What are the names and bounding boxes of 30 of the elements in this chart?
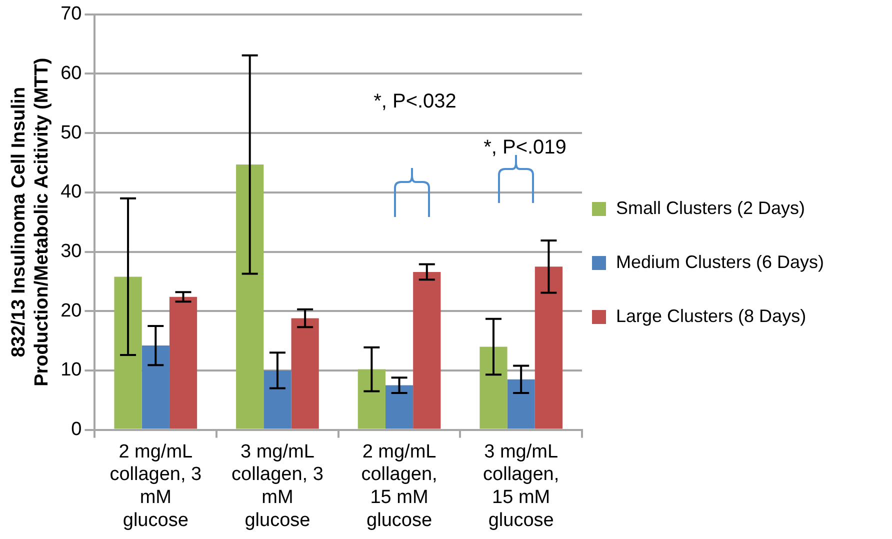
y-axis-title: 832/13 Insulinoma Cell Insulin Production/Metabolic Acitivity (MTT) <box>8 58 52 386</box>
y-tick-label: 0 <box>71 419 82 440</box>
y-tick-label: 20 <box>60 300 82 322</box>
bar <box>358 369 386 429</box>
legend-label: Medium Clusters (6 Days) <box>616 252 824 273</box>
bar <box>169 296 198 429</box>
bar <box>114 276 142 429</box>
bar <box>413 272 441 429</box>
bar <box>236 164 264 429</box>
y-tick-label: 30 <box>60 241 82 262</box>
x-tick-label: 2 mg/mL collagen, 15 mM glucose <box>361 441 438 531</box>
legend-label: Small Clusters (2 Days) <box>616 198 806 219</box>
bar <box>385 385 414 429</box>
bar <box>291 318 319 429</box>
legend-label: Large Clusters (8 Days) <box>616 306 806 327</box>
bar <box>142 346 170 429</box>
x-tick-label: 3 mg/mL collagen, 15 mM glucose <box>483 441 560 531</box>
y-tick-label: 60 <box>60 62 82 84</box>
annotation: *, P<.032 <box>374 90 456 113</box>
bar <box>264 370 292 429</box>
y-tick-label: 10 <box>60 360 82 381</box>
annotation: *, P<.019 <box>484 136 566 159</box>
x-tick-label: 3 mg/mL collagen, 3 mM glucose <box>232 441 324 531</box>
y-tick-label: 40 <box>60 182 82 203</box>
y-tick-label: 70 <box>60 4 82 25</box>
bar <box>480 346 508 429</box>
bar <box>507 379 535 429</box>
x-tick-label: 2 mg/mL collagen, 3 mM glucose <box>110 441 202 531</box>
bar <box>534 266 563 429</box>
y-tick-label: 50 <box>60 122 82 144</box>
